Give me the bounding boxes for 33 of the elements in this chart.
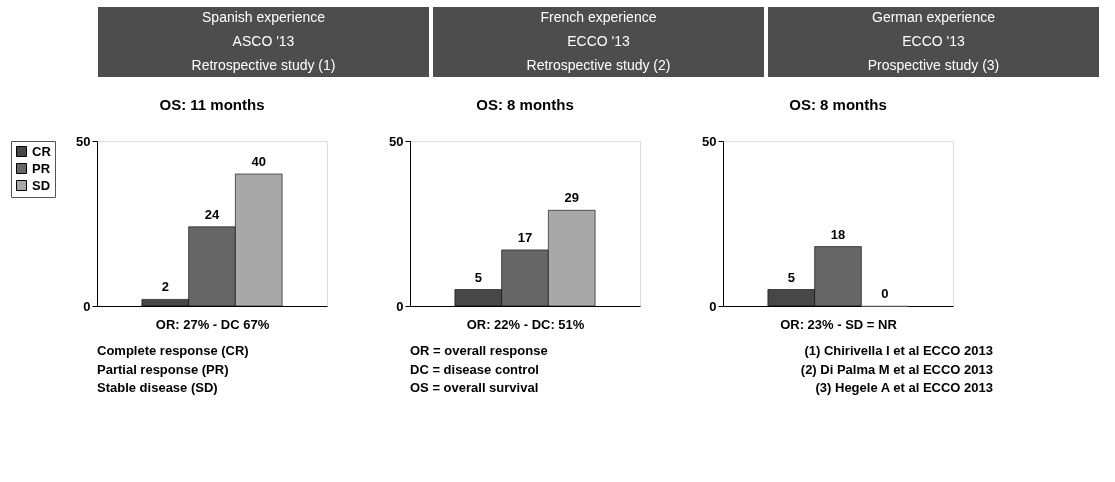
chart-title: Spanish experience ASCO '13 Retrospective study (1) [191, 9, 336, 73]
data-label: 0 [881, 286, 889, 301]
data-label: 17 [517, 229, 533, 245]
data-label: 24 [204, 206, 220, 222]
data-label: 40 [251, 154, 266, 169]
y-tick-label: 50 [389, 133, 404, 149]
legend-label: SD [32, 177, 51, 193]
text: (1) Chirivella I et al ECCO 2013 [804, 343, 993, 359]
legend-label: PR [32, 160, 51, 176]
x-axis-title: OR: 23% - SD = NR [780, 316, 898, 332]
y-tick-label: 50 [76, 133, 91, 149]
text: Partial response (PR) [97, 361, 229, 377]
text: DC = disease control [410, 361, 539, 377]
chart-subtitle: OS: 8 months [476, 96, 574, 113]
chart-title: French experience ECCO '13 Retrospective study (2) [526, 9, 671, 73]
data-label: 5 [787, 269, 795, 285]
x-axis-title: OR: 22% - DC: 51% [466, 316, 585, 332]
x-axis-title: OR: 27% - DC 67% [155, 316, 270, 332]
text: (2) Di Palma M et al ECCO 2013 [800, 361, 993, 377]
y-tick-label: 50 [702, 133, 717, 149]
data-label: 18 [830, 226, 846, 242]
chart-subtitle: OS: 11 months [159, 96, 265, 113]
chart-title: German experience ECCO '13 Prospective study (3) [867, 9, 1000, 73]
text: (3) Hegele A et al ECCO 2013 [815, 379, 993, 395]
data-label: 5 [474, 269, 482, 285]
legend-label: CR [32, 143, 52, 159]
data-label: 29 [564, 190, 579, 206]
text: OR = overall response [410, 343, 548, 359]
text: Stable disease (SD) [97, 379, 218, 395]
chart-subtitle: OS: 8 months [789, 96, 887, 113]
text: Complete response (CR) [97, 343, 249, 359]
text: OS = overall survival [410, 379, 539, 395]
data-label: 2 [161, 279, 169, 295]
